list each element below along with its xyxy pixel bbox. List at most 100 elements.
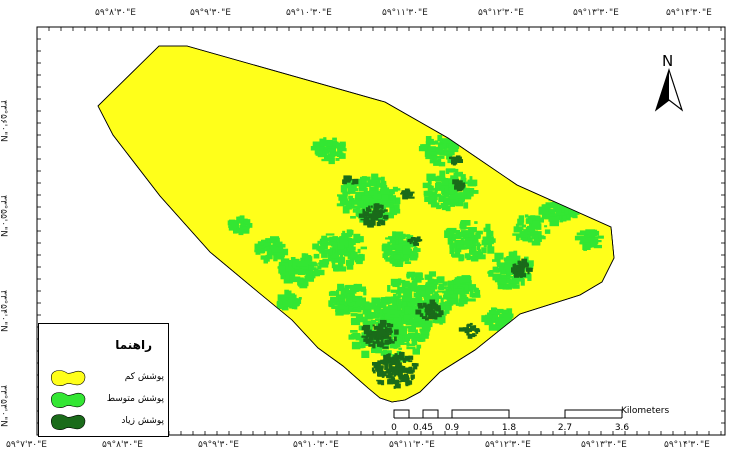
- vegetation-patch: [348, 334, 355, 340]
- legend-swatch-medium-cover: [50, 392, 86, 408]
- vegetation-patch: [397, 279, 406, 284]
- vegetation-patch: [361, 195, 366, 204]
- vegetation-patch: [397, 334, 403, 341]
- vegetation-patch: [497, 281, 504, 290]
- vegetation-patch: [276, 300, 283, 306]
- vegetation-patch: [507, 283, 517, 286]
- vegetation-patch: [422, 302, 427, 308]
- vegetation-patch: [325, 233, 335, 236]
- vegetation-patch: [376, 333, 383, 336]
- vegetation-patch: [534, 215, 540, 223]
- vegetation-patch: [341, 289, 346, 296]
- vegetation-patch: [516, 265, 521, 271]
- vegetation-patch: [364, 309, 369, 317]
- vegetation-patch: [338, 248, 347, 252]
- vegetation-patch: [458, 159, 463, 163]
- vegetation-patch: [504, 328, 508, 334]
- vegetation-patch: [352, 208, 358, 213]
- vegetation-patch: [378, 336, 382, 340]
- vegetation-patch: [562, 206, 569, 215]
- vegetation-patch: [388, 333, 392, 336]
- bottom-longitude-label: ۵۹°۷'۳۰"E: [6, 440, 48, 450]
- vegetation-patch: [489, 238, 496, 242]
- vegetation-patch: [483, 227, 490, 232]
- vegetation-patch: [432, 177, 441, 180]
- vegetation-patch: [373, 313, 380, 318]
- vegetation-patch: [491, 324, 499, 330]
- vegetation-patch: [455, 302, 462, 306]
- vegetation-patch: [520, 273, 527, 278]
- vegetation-patch: [394, 379, 400, 385]
- vegetation-patch: [392, 231, 396, 239]
- scale-bar: Kilometers 0 0.45 0.9 1.8 2.7 3.6: [388, 404, 688, 438]
- vegetation-patch: [396, 370, 403, 375]
- vegetation-patch: [267, 248, 272, 254]
- vegetation-patch: [420, 285, 428, 289]
- vegetation-patch: [451, 237, 456, 242]
- vegetation-patch: [326, 241, 336, 246]
- vegetation-patch: [383, 205, 387, 213]
- vegetation-patch: [451, 247, 455, 255]
- vegetation-patch: [487, 312, 493, 319]
- vegetation-patch: [377, 365, 384, 369]
- vegetation-patch: [503, 257, 507, 262]
- legend-label-medium-cover: پوشش متوسط: [106, 394, 164, 404]
- vegetation-patch: [389, 324, 393, 328]
- vegetation-patch: [391, 356, 397, 362]
- vegetation-patch: [319, 148, 324, 151]
- vegetation-patch: [408, 367, 413, 372]
- vegetation-patch: [450, 284, 454, 292]
- vegetation-patch: [305, 265, 315, 271]
- vegetation-patch: [342, 230, 346, 234]
- vegetation-patch: [454, 157, 459, 160]
- vegetation-patch: [477, 242, 481, 251]
- vegetation-patch: [586, 239, 590, 243]
- vegetation-patch: [328, 300, 334, 307]
- vegetation-patch: [388, 304, 397, 310]
- vegetation-patch: [288, 296, 295, 302]
- vegetation-patch: [360, 218, 367, 221]
- vegetation-patch: [398, 365, 404, 371]
- vegetation-patch: [512, 284, 520, 289]
- vegetation-patch: [439, 150, 448, 156]
- vegetation-patch: [382, 253, 388, 258]
- vegetation-patch: [398, 347, 402, 350]
- vegetation-patch: [330, 296, 339, 300]
- vegetation-patch: [361, 350, 370, 358]
- vegetation-patch: [467, 298, 476, 302]
- vegetation-patch: [411, 237, 416, 239]
- vegetation-patch: [376, 193, 382, 199]
- vegetation-patch: [242, 223, 246, 227]
- vegetation-patch: [349, 296, 353, 303]
- vegetation-patch: [337, 295, 343, 302]
- vegetation-patch: [367, 309, 371, 318]
- vegetation-patch: [329, 249, 333, 256]
- vegetation-patch: [487, 246, 495, 254]
- vegetation-patch: [431, 155, 437, 159]
- vegetation-patch: [440, 182, 448, 186]
- vegetation-patch: [481, 315, 490, 323]
- vegetation-patch: [385, 202, 394, 208]
- vegetation-patch: [438, 144, 443, 151]
- vegetation-patch: [388, 363, 393, 368]
- vegetation-patch: [307, 275, 314, 282]
- vegetation-patch: [385, 245, 395, 248]
- vegetation-patch: [452, 293, 458, 298]
- vegetation-patch: [506, 269, 511, 276]
- vegetation-patch: [463, 187, 470, 191]
- vegetation-patch: [371, 331, 376, 333]
- vegetation-patch: [403, 289, 413, 298]
- scale-tick-label: 2.7: [557, 423, 573, 433]
- vegetation-patch: [393, 356, 396, 360]
- vegetation-patch: [410, 192, 413, 196]
- vegetation-patch: [368, 213, 373, 219]
- vegetation-patch: [369, 186, 376, 191]
- vegetation-patch: [438, 310, 444, 316]
- vegetation-patch: [411, 322, 419, 327]
- vegetation-patch: [300, 272, 306, 275]
- vegetation-patch: [299, 261, 308, 267]
- vegetation-patch: [294, 269, 300, 274]
- vegetation-patch: [505, 256, 513, 261]
- vegetation-patch: [380, 319, 387, 325]
- vegetation-patch: [385, 212, 394, 219]
